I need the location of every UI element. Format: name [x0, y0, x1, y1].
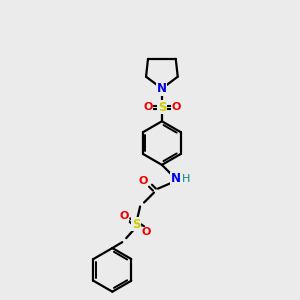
Text: O: O — [120, 212, 129, 221]
Text: O: O — [141, 227, 151, 237]
Text: O: O — [143, 102, 153, 112]
Text: O: O — [171, 102, 180, 112]
Text: H: H — [182, 174, 190, 184]
Text: N: N — [157, 82, 167, 95]
Text: O: O — [138, 176, 148, 186]
Text: N: N — [171, 172, 181, 185]
Text: S: S — [132, 218, 140, 231]
Text: S: S — [158, 101, 166, 114]
